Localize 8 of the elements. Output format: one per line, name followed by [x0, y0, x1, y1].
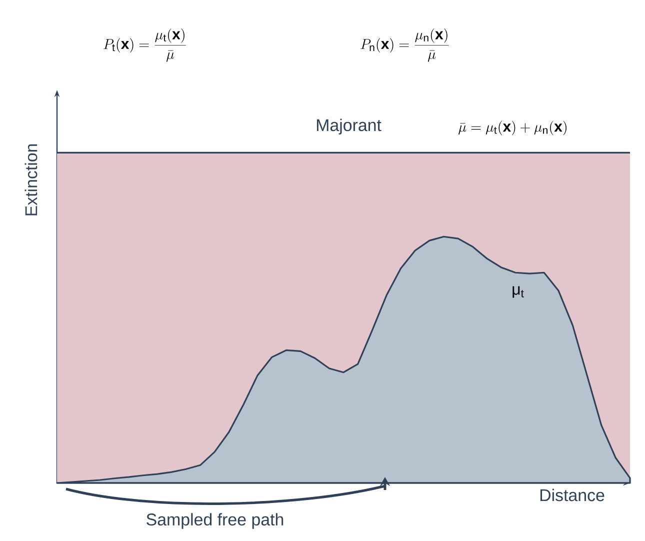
series-label: μ$_{t}$	[512, 286, 524, 298]
text: Sampled free path	[146, 513, 284, 529]
text: $P_{\mathrm{n}}(\mathbf{x}) = \frac{\mu_{\mathrm{n}}(\mathbf{x})}{\bar{\mu}}$	[360, 28, 449, 62]
x-axis-title: Distance	[540, 488, 604, 502]
y-axis-title: Extinction	[24, 144, 38, 216]
series-label: Majorant	[316, 118, 382, 135]
text: $\bar{\mu} = \mu_{\mathrm{t}}(\mathbf{x}) + \mu_{\mathrm{n}}(\mathbf{x})$	[458, 120, 566, 136]
text: $P_{\mathrm{t}}(\mathbf{x}) = \frac{\mu_{\mathrm{t}}(\mathbf{x})}{\bar{\mu}}$	[104, 28, 186, 62]
